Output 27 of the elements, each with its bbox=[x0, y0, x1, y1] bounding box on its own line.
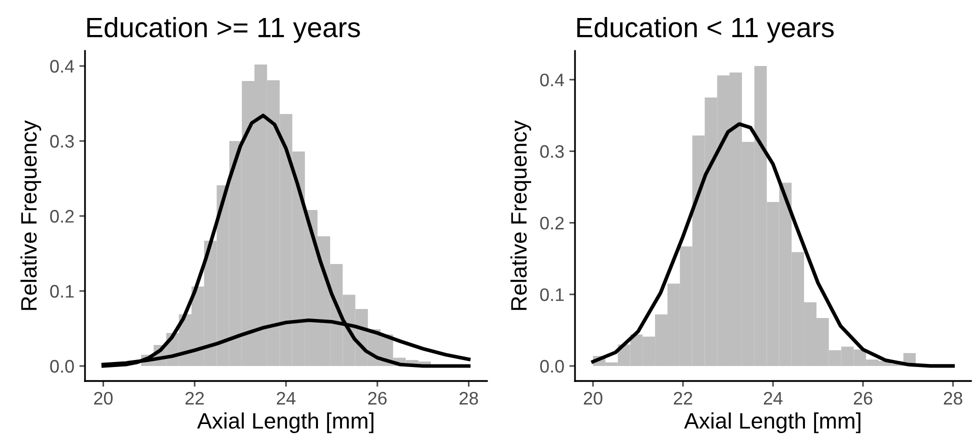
x-tick-label: 24 bbox=[276, 392, 296, 404]
x-tick-label: 22 bbox=[186, 392, 204, 404]
chart-title: Education >= 11 years bbox=[87, 16, 360, 43]
y-tick-label: 0.0 bbox=[540, 360, 564, 373]
y-tick-label: 0.0 bbox=[50, 360, 74, 373]
y-axis-title: Relative Frequency bbox=[510, 120, 532, 310]
x-tick-label: 28 bbox=[944, 392, 962, 405]
y-tick-label: 0.1 bbox=[540, 288, 564, 302]
x-tick-label: 20 bbox=[584, 392, 602, 405]
y-axis-title: Relative Frequency bbox=[20, 120, 42, 310]
chart-title: Education < 11 years bbox=[577, 16, 834, 43]
y-tick-label: 0.4 bbox=[540, 74, 564, 86]
line-series bbox=[591, 122, 955, 368]
x-tick-label: 24 bbox=[764, 392, 783, 404]
y-tick-label: 0.3 bbox=[50, 134, 74, 148]
y-tick-label: 0.3 bbox=[540, 145, 564, 158]
y-tick-label: 0.2 bbox=[50, 210, 74, 223]
x-tick-label: 26 bbox=[854, 392, 872, 405]
x-axis-title: Axial Length [mm] bbox=[684, 412, 860, 434]
x-tick-label: 28 bbox=[460, 392, 478, 405]
x-axis-title: Axial Length [mm] bbox=[197, 412, 374, 434]
y-tick-label: 0.4 bbox=[50, 60, 74, 73]
x-tick-label: 22 bbox=[674, 392, 692, 404]
y-tick-label: 0.2 bbox=[540, 216, 564, 230]
x-tick-label: 26 bbox=[368, 392, 387, 405]
x-tick-label: 20 bbox=[94, 392, 113, 405]
y-tick-label: 0.1 bbox=[50, 284, 74, 298]
